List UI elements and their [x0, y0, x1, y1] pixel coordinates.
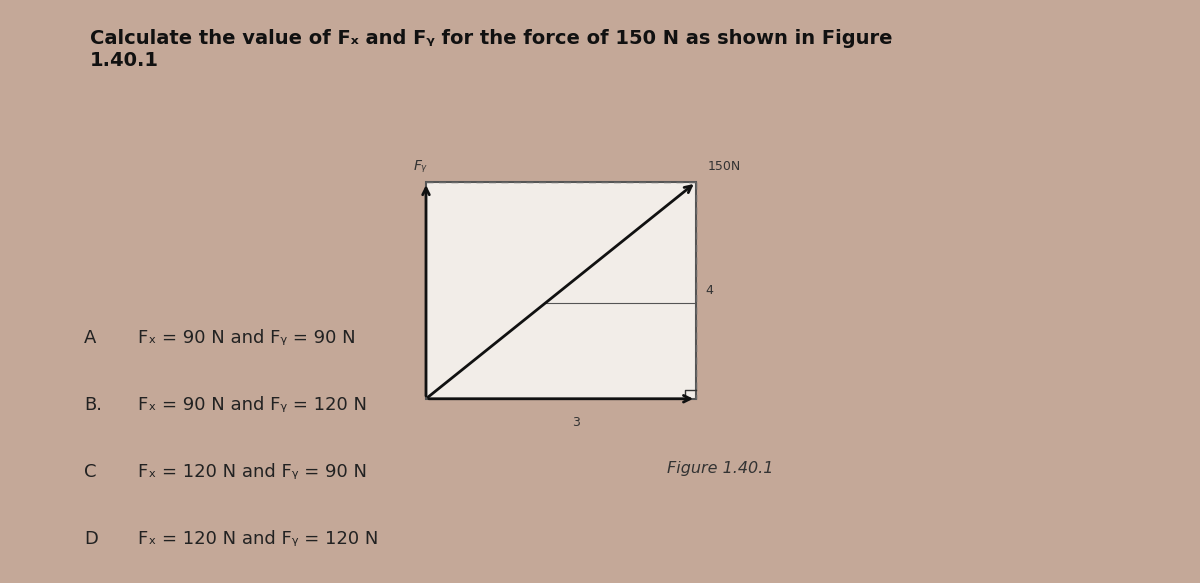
Text: Fₓ = 120 N and Fᵧ = 120 N: Fₓ = 120 N and Fᵧ = 120 N: [138, 531, 378, 548]
Text: D: D: [84, 531, 98, 548]
Text: Fᵧ: Fᵧ: [414, 159, 426, 173]
Text: 3: 3: [572, 416, 580, 429]
Text: Figure 1.40.1: Figure 1.40.1: [667, 461, 773, 476]
Text: Fₓ = 90 N and Fᵧ = 120 N: Fₓ = 90 N and Fᵧ = 120 N: [138, 396, 367, 414]
Text: C: C: [84, 463, 96, 481]
Text: Fₓ = 90 N and Fᵧ = 90 N: Fₓ = 90 N and Fᵧ = 90 N: [138, 329, 355, 347]
Text: A: A: [84, 329, 96, 347]
Text: B.: B.: [84, 396, 102, 414]
Text: 4: 4: [706, 284, 713, 297]
Text: 150N: 150N: [708, 160, 742, 173]
Text: Calculate the value of Fₓ and Fᵧ for the force of 150 N as shown in Figure
1.40.: Calculate the value of Fₓ and Fᵧ for the…: [90, 29, 893, 70]
Bar: [426, 182, 696, 399]
Text: Fₓ = 120 N and Fᵧ = 90 N: Fₓ = 120 N and Fᵧ = 90 N: [138, 463, 367, 481]
